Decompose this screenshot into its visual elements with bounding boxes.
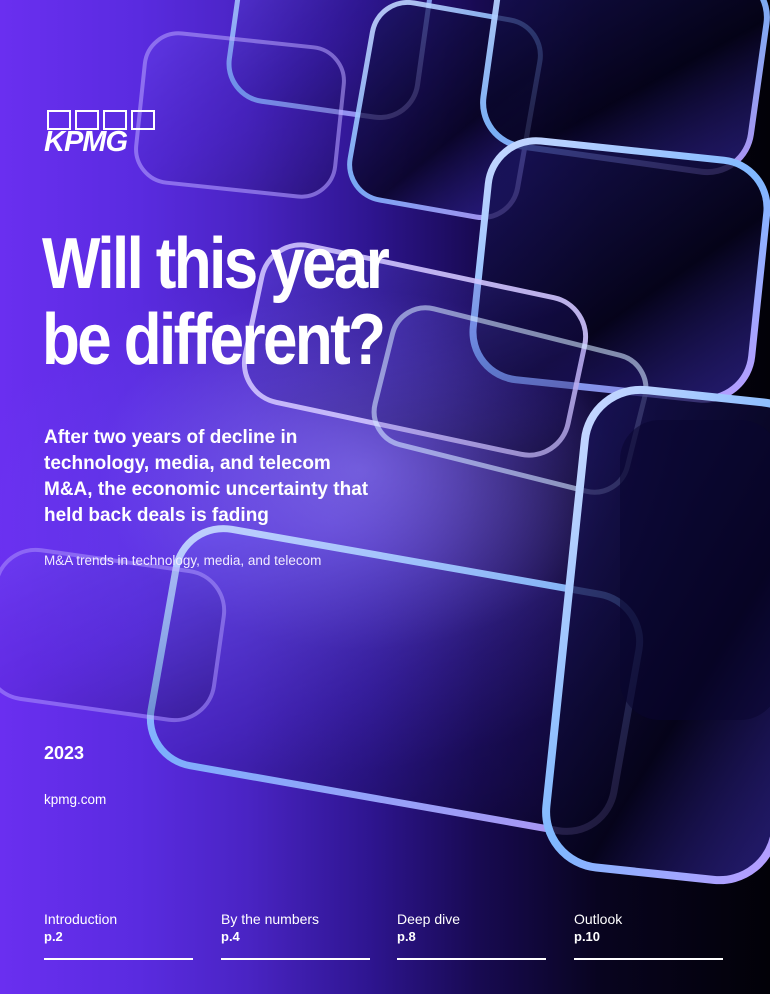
website-link[interactable]: kpmg.com bbox=[44, 792, 107, 807]
logo-boxes bbox=[47, 110, 155, 130]
cover-headline: Will this year be different? bbox=[42, 226, 438, 378]
nav-item-label: Outlook bbox=[574, 911, 623, 927]
nav-item-deep-dive[interactable]: Deep dive p.8 bbox=[397, 910, 546, 960]
nav-item-page: p.10 bbox=[574, 929, 601, 944]
nav-item-introduction[interactable]: Introduction p.2 bbox=[44, 910, 193, 960]
logo-wordmark: KPMG bbox=[44, 126, 128, 158]
nav-item-outlook[interactable]: Outlook p.10 bbox=[574, 910, 723, 960]
nav-item-page: p.8 bbox=[397, 929, 416, 944]
nav-item-page: p.2 bbox=[44, 929, 63, 944]
nav-item-label: Deep dive bbox=[397, 911, 461, 927]
nav-item-by-the-numbers[interactable]: By the numbers p.4 bbox=[221, 910, 370, 960]
cover-subheadline: After two years of decline in technology… bbox=[44, 427, 369, 526]
kpmg-logo: KPMG bbox=[44, 108, 155, 158]
nav-item-label: By the numbers bbox=[221, 911, 320, 927]
cover-tagline: M&A trends in technology, media, and tel… bbox=[44, 553, 322, 568]
section-navigation: Introduction p.2 By the numbers p.4 Deep… bbox=[44, 910, 725, 962]
headline-line-1: Will this year bbox=[42, 224, 390, 304]
nav-item-page: p.4 bbox=[221, 929, 240, 944]
headline-line-2: be different? bbox=[42, 300, 386, 380]
nav-item-label: Introduction bbox=[44, 911, 118, 927]
publication-year: 2023 bbox=[44, 743, 85, 763]
